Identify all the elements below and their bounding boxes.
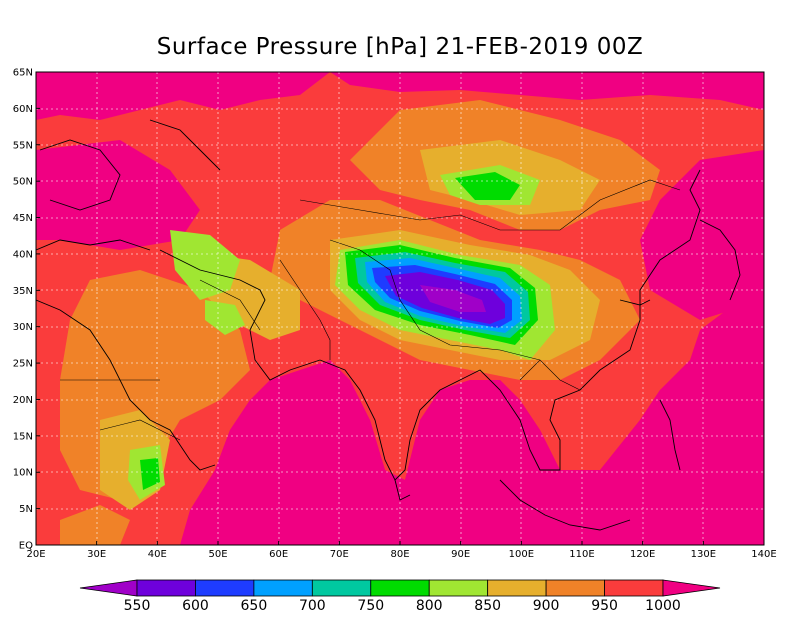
lon-tick-label: 110E — [569, 549, 594, 560]
lat-tick-label: 25N — [13, 359, 33, 370]
colorbar-low-arrow — [79, 579, 138, 597]
lon-tick-label: 90E — [451, 549, 470, 560]
latitude-axis: EQ 5N 10N 15N 20N 25N 30N 35N 40N 45N 50N 55N 60N 65N — [13, 68, 40, 552]
lat-tick-label: 5N — [19, 504, 33, 515]
colorbar-level-label: 1000 — [645, 598, 681, 614]
colorbar-segment — [545, 579, 605, 597]
lon-tick-label: 40E — [148, 549, 167, 560]
colorbar-level-label: 900 — [533, 598, 560, 614]
lat-tick-label: 60N — [13, 104, 33, 115]
colorbar-segment — [136, 579, 196, 597]
lat-tick-label: 20N — [13, 395, 33, 406]
colorbar-segment — [370, 579, 430, 597]
lon-tick-label: 140E — [751, 549, 776, 560]
lon-tick-label: 80E — [390, 549, 409, 560]
lat-tick-label: 45N — [13, 213, 33, 224]
lon-tick-label: 20E — [26, 549, 45, 560]
lon-tick-label: 120E — [630, 549, 655, 560]
colorbar-level-label: 850 — [474, 598, 501, 614]
lat-tick-label: 10N — [13, 468, 33, 479]
colorbar-level-label: 950 — [591, 598, 618, 614]
map-title: Surface Pressure [hPa] 21-FEB-2019 00Z — [156, 34, 644, 60]
lat-tick-label: EQ — [19, 541, 33, 552]
lon-tick-label: 50E — [208, 549, 227, 560]
colorbar-level-label: 550 — [124, 598, 151, 614]
colorbar-level-label: 750 — [357, 598, 384, 614]
lon-tick-label: 30E — [87, 549, 106, 560]
lon-tick-label: 70E — [330, 549, 349, 560]
lat-tick-label: 55N — [13, 140, 33, 151]
colorbar-segment — [311, 579, 372, 597]
lat-tick-label: 50N — [13, 177, 33, 188]
colorbar-segment — [195, 579, 255, 597]
colorbar-segment — [604, 579, 664, 597]
country-borders — [60, 179, 681, 441]
map-gridlines — [36, 72, 764, 545]
colorbar-segment — [487, 579, 547, 597]
colorbar-segment — [428, 579, 489, 597]
lat-tick-label: 15N — [13, 431, 33, 442]
lat-tick-label: 40N — [13, 249, 33, 260]
lon-tick-label: 60E — [269, 549, 288, 560]
lat-tick-label: 30N — [13, 322, 33, 333]
colorbar-level-label: 600 — [182, 598, 209, 614]
coastlines — [36, 119, 741, 531]
colorbar-level-label: 800 — [416, 598, 443, 614]
lat-tick-label: 35N — [13, 286, 33, 297]
arctic-magenta — [36, 72, 330, 120]
colorbar-high-arrow — [662, 579, 721, 597]
lon-tick-label: 100E — [509, 549, 534, 560]
longitude-axis: 20E 30E 40E 50E 60E 70E 80E 90E 100E 110E 120E 130E… — [26, 541, 777, 560]
colorbar: 550 600 650 700 750 800 850 900 950 1000 — [79, 579, 721, 614]
colorbar-segment — [253, 579, 313, 597]
lon-tick-label: 130E — [691, 549, 716, 560]
lat-tick-label: 65N — [13, 68, 33, 79]
colorbar-level-label: 700 — [299, 598, 326, 614]
colorbar-level-label: 650 — [241, 598, 268, 614]
green-regions — [455, 172, 520, 200]
